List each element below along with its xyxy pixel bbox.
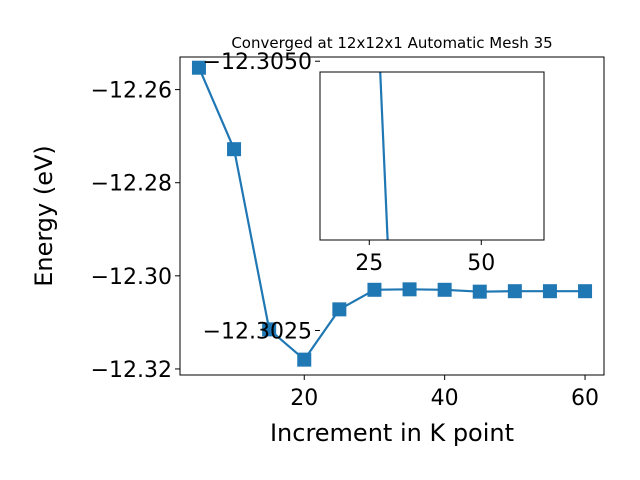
inset-y-tick-label: −12.3025 bbox=[203, 319, 312, 344]
main-data-point bbox=[367, 282, 382, 297]
main-data-point bbox=[402, 282, 417, 297]
inset-data-point bbox=[500, 294, 508, 302]
inset-data-point bbox=[410, 332, 418, 340]
main-x-ticks: 20 40 60 bbox=[290, 375, 599, 411]
inset-data-point bbox=[522, 294, 530, 302]
inset-x-ticks: 25 50 bbox=[355, 240, 495, 276]
inset-y-ticks: −12.3050 −12.3025 bbox=[203, 50, 320, 344]
inset-data-point bbox=[433, 327, 441, 335]
main-data-point bbox=[542, 284, 557, 299]
main-plot-frame bbox=[179, 56, 605, 376]
main-data-point bbox=[507, 284, 522, 299]
inset-plot-frame bbox=[319, 71, 545, 241]
inset-background bbox=[320, 72, 544, 240]
inset-y-tick-label: −12.3050 bbox=[203, 50, 312, 75]
inset-x-tick-label: 50 bbox=[467, 251, 495, 276]
main-data-point bbox=[437, 282, 452, 297]
main-data-point bbox=[191, 60, 206, 75]
main-series bbox=[191, 60, 593, 367]
main-data-point bbox=[578, 284, 593, 299]
chart-title: Converged at 12x12x1 Automatic Mesh 35 bbox=[231, 34, 552, 52]
inset-axes: 25 50 −12.3050 −12.3025 bbox=[203, 50, 545, 344]
main-y-tick-label: −12.26 bbox=[91, 79, 172, 104]
x-axis-label: Increment in K point bbox=[270, 419, 514, 447]
inset-data-point bbox=[455, 292, 463, 300]
main-x-tick-label: 40 bbox=[431, 386, 459, 411]
main-data-point bbox=[227, 142, 242, 157]
main-y-tick-label: −12.28 bbox=[91, 172, 172, 197]
y-axis-label: Energy (eV) bbox=[30, 145, 58, 287]
inset-x-tick-label: 25 bbox=[355, 251, 383, 276]
main-y-tick-label: −12.32 bbox=[91, 358, 172, 383]
main-x-tick-label: 20 bbox=[290, 386, 318, 411]
main-data-point bbox=[297, 352, 312, 367]
main-y-tick-label: −12.30 bbox=[91, 265, 172, 290]
main-y-ticks: −12.26 −12.28 −12.30 −12.32 bbox=[91, 79, 180, 383]
main-data-point bbox=[472, 284, 487, 299]
main-data-point bbox=[262, 322, 277, 337]
main-axes: 20 40 60 −12.26 −12.28 −12.30 −12.32 Converge… bbox=[30, 34, 605, 447]
main-data-point bbox=[332, 302, 347, 317]
main-x-tick-label: 60 bbox=[571, 386, 599, 411]
inset-data-point bbox=[388, 329, 396, 337]
